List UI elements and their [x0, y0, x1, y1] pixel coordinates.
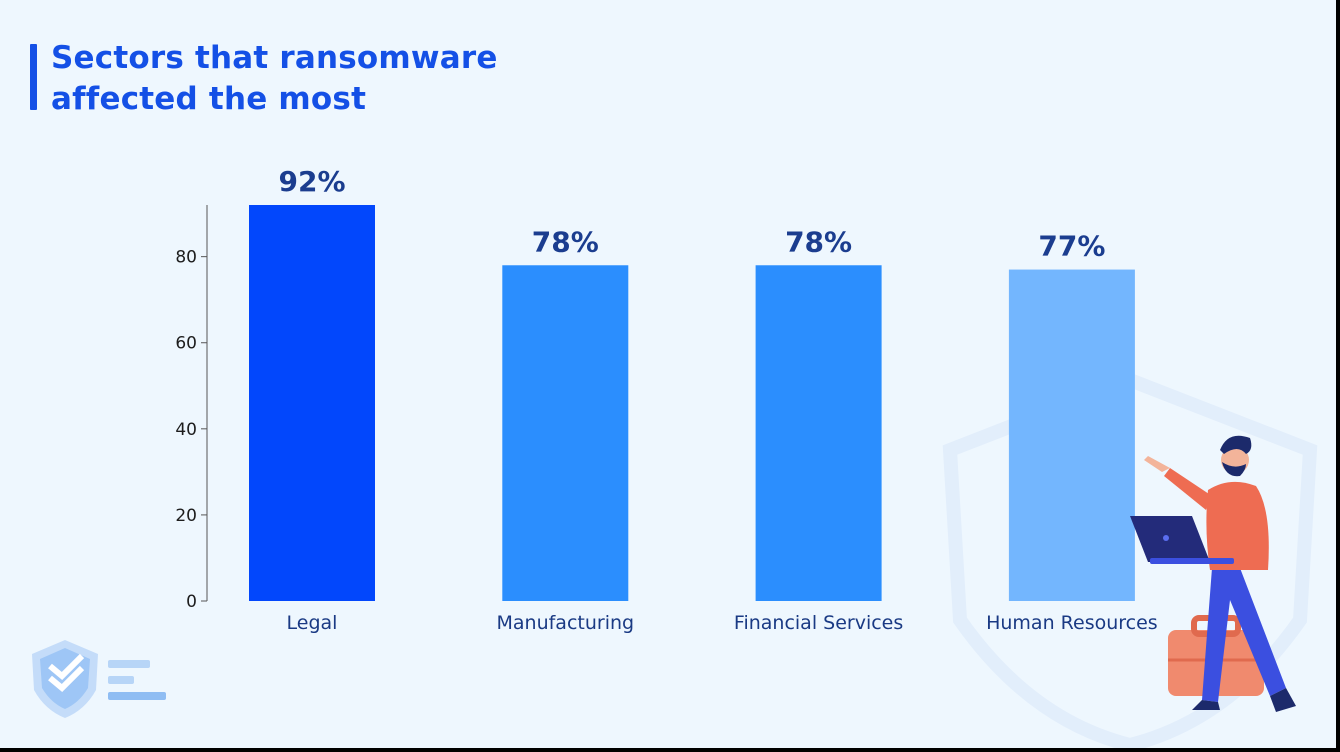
category-label: Legal [287, 612, 338, 634]
bar-3 [1008, 269, 1135, 601]
shield-logo-icon [32, 640, 166, 718]
category-label: Financial Services [734, 612, 903, 634]
y-tick-label: 20 [175, 506, 197, 526]
category-label: Manufacturing [497, 612, 635, 634]
title-line-1: Sectors that ransomware [51, 40, 498, 76]
value-label: 78% [532, 225, 599, 258]
bars [249, 205, 1135, 601]
axes: 0 20 40 60 80 [175, 205, 208, 612]
value-label: 78% [785, 225, 852, 258]
labels: 92% Legal 78% Manufacturing 78% Financial Ser… [278, 165, 1157, 634]
bar-2 [755, 265, 882, 601]
y-tick-label: 0 [186, 592, 197, 612]
bar-1 [502, 265, 629, 601]
title-line-2: affected the most [51, 81, 367, 117]
y-tick-label: 80 [175, 248, 197, 268]
title-accent-bar [30, 44, 37, 110]
value-label: 92% [278, 165, 345, 198]
y-tick-label: 60 [175, 334, 197, 354]
category-label: Human Resources [986, 612, 1158, 634]
bar-0 [249, 205, 375, 601]
y-tick-label: 40 [175, 420, 197, 440]
chart-title: Sectors that ransomware affected the mos… [51, 38, 498, 120]
presenter-illustration [1130, 435, 1296, 712]
value-label: 77% [1038, 230, 1105, 263]
